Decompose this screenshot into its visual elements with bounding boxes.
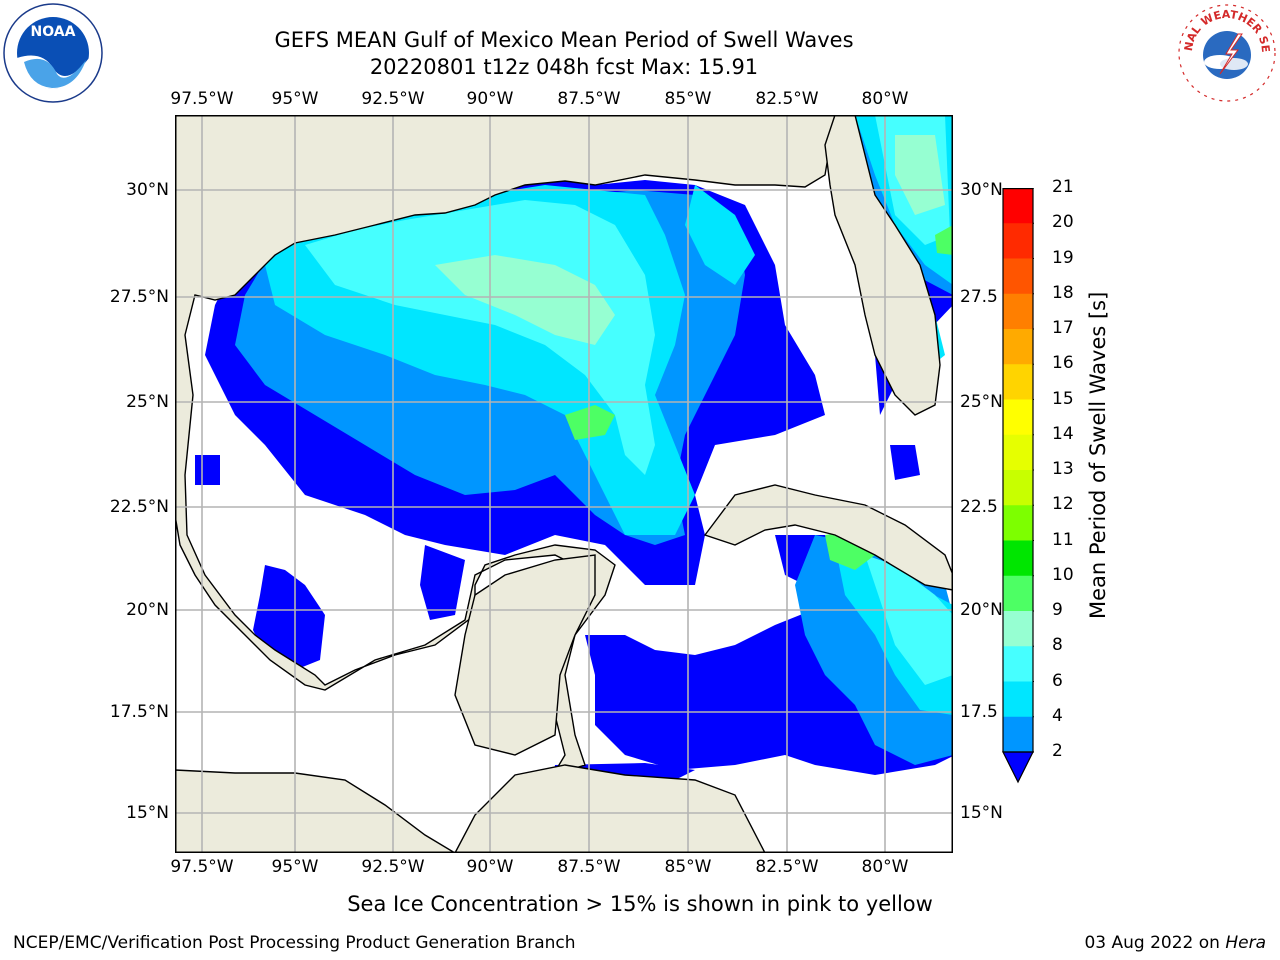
lon-label-top: 90°W (466, 89, 514, 109)
lon-label-bottom: 87.5°W (557, 857, 621, 877)
lon-label-bottom: 95°W (271, 857, 319, 877)
nws-logo: NATIONAL WEATHER SERVICE (1171, 0, 1278, 104)
footer-date-text: 03 Aug 2022 on (1084, 933, 1226, 953)
colorbar-label: 13 (1052, 459, 1074, 479)
colorbar-label: 15 (1052, 388, 1074, 409)
lat-label-left: 22.5°N (109, 497, 169, 517)
colorbar-band (1003, 505, 1033, 541)
lat-label-left: 17.5°N (109, 702, 169, 722)
lon-label-top: 82.5°W (755, 89, 819, 109)
colorbar-extension (1002, 751, 1034, 784)
lon-label-bottom: 82.5°W (755, 857, 819, 877)
colorbar-band (1003, 293, 1033, 330)
footer-date: 03 Aug 2022 on Hera (1084, 933, 1266, 953)
lat-label-left: 15°N (126, 803, 169, 823)
colorbar-band (1003, 681, 1033, 718)
colorbar-label: 8 (1052, 635, 1063, 656)
lat-label-right: 20°N (960, 600, 1003, 620)
lat-label-right: 25°N (960, 392, 1003, 412)
colorbar-band (1003, 399, 1033, 436)
colorbar-label: 20 (1052, 212, 1074, 233)
colorbar-band (1003, 646, 1033, 682)
svg-text:NOAA: NOAA (31, 24, 76, 40)
lon-label-top: 97.5°W (170, 89, 234, 109)
colorbar (1002, 187, 1034, 788)
lat-label-left: 30°N (126, 180, 169, 200)
colorbar-label: 19 (1052, 247, 1074, 268)
noaa-logo: NOAA (2, 2, 104, 104)
lon-label-top: 95°W (271, 89, 319, 109)
lat-label-right: 17.5 (960, 702, 998, 722)
colorbar-band (1003, 188, 1033, 224)
lat-label-right: 22.5 (960, 497, 998, 517)
colorbar-label: 2 (1052, 741, 1063, 761)
colorbar-label: 18 (1052, 282, 1074, 303)
colorbar-label: 6 (1052, 670, 1063, 691)
lat-label-right: 27.5 (960, 287, 998, 307)
lon-label-bottom: 85°W (664, 857, 712, 877)
colorbar-label: 11 (1052, 529, 1074, 550)
lon-label-top: 92.5°W (361, 89, 425, 109)
lat-label-left: 25°N (126, 392, 169, 412)
colorbar-label: 10 (1052, 564, 1074, 585)
lon-label-bottom: 97.5°W (170, 857, 234, 877)
map-panel (175, 115, 953, 853)
lat-label-right: 15°N (960, 803, 1003, 823)
lon-label-top: 87.5°W (557, 89, 621, 109)
lat-label-right: 30°N (960, 180, 1003, 200)
colorbar-title: Mean Period of Swell Waves [s] (1086, 291, 1110, 619)
colorbar-band (1003, 716, 1033, 753)
colorbar-label: 12 (1052, 494, 1074, 515)
colorbar-label: 4 (1052, 705, 1063, 726)
chart-title: GEFS MEAN Gulf of Mexico Mean Period of … (274, 28, 854, 52)
colorbar-label: 17 (1052, 318, 1074, 338)
lon-label-top: 80°W (861, 89, 909, 109)
map-frame (175, 115, 953, 853)
lon-label-bottom: 80°W (861, 857, 909, 877)
lon-label-bottom: 92.5°W (361, 857, 425, 877)
lat-label-left: 20°N (126, 600, 169, 620)
colorbar-band (1003, 540, 1033, 577)
lon-label-top: 85°W (664, 89, 712, 109)
colorbar-band (1003, 611, 1033, 647)
colorbar-label: 21 (1052, 177, 1074, 197)
colorbar-band (1003, 258, 1033, 295)
colorbar-band (1003, 223, 1033, 259)
sea-ice-caption: Sea Ice Concentration > 15% is shown in … (347, 892, 933, 916)
colorbar-band (1003, 575, 1033, 612)
footer-credit: NCEP/EMC/Verification Post Processing Pr… (13, 933, 576, 953)
colorbar-band (1003, 364, 1033, 400)
colorbar-label: 14 (1052, 423, 1074, 444)
colorbar-band (1003, 434, 1033, 471)
map-grid (175, 115, 953, 853)
colorbar-band (1003, 470, 1033, 506)
lat-label-left: 27.5°N (109, 287, 169, 307)
chart-subtitle: 20220801 t12z 048h fcst Max: 15.91 (369, 55, 759, 79)
colorbar-label: 9 (1052, 600, 1063, 620)
colorbar-label: 16 (1052, 353, 1074, 374)
footer-host: Hera (1225, 933, 1266, 953)
lon-label-bottom: 90°W (466, 857, 514, 877)
colorbar-band (1003, 329, 1033, 365)
